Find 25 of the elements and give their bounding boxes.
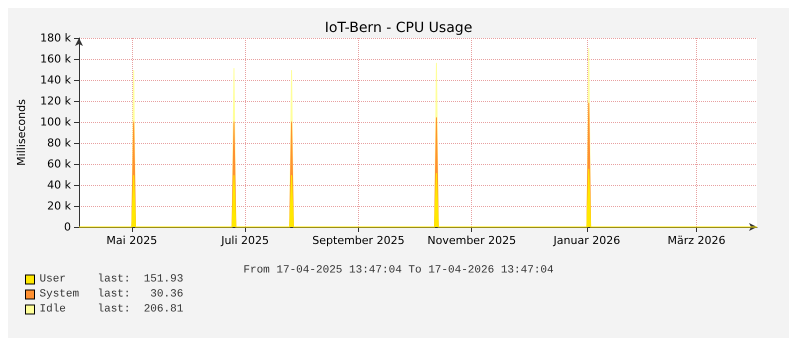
legend-label: Idle bbox=[40, 304, 66, 316]
y-tick-label: 140 k bbox=[40, 74, 72, 86]
x-tick-label: Juli 2025 bbox=[220, 234, 270, 247]
y-tick-label: 60 k bbox=[47, 158, 72, 170]
y-axis-title: Milliseconds bbox=[15, 98, 28, 166]
text: From 17-04-2025 13:47:04 To 17-04-2026 13:47:04 bbox=[243, 264, 554, 276]
text: last: 151.93 bbox=[98, 274, 184, 286]
text: last: 30.36 bbox=[98, 288, 184, 300]
chart-title: IoT-Bern - CPU Usage bbox=[324, 20, 472, 36]
text: last: 206.81 bbox=[98, 304, 184, 316]
legend-label: User bbox=[40, 274, 66, 286]
x-tick-label: September 2025 bbox=[312, 234, 405, 247]
legend-label: System bbox=[40, 288, 80, 300]
y-tick-label: 160 k bbox=[40, 52, 72, 66]
y-tick-label: 0 bbox=[64, 220, 71, 234]
y-tick-label: 40 k bbox=[47, 178, 72, 192]
x-tick-label: November 2025 bbox=[427, 234, 516, 247]
x-tick-label: Mai 2025 bbox=[106, 234, 158, 247]
x-tick-label: März 2026 bbox=[667, 234, 726, 247]
x-tick-label: Januar 2026 bbox=[552, 234, 620, 247]
y-tick-label: 180 k bbox=[40, 32, 72, 44]
y-tick-label: 80 k bbox=[47, 136, 72, 150]
y-tick-label: 120 k bbox=[40, 94, 72, 108]
y-tick-label: 100 k bbox=[40, 116, 72, 128]
y-tick-label: 20 k bbox=[47, 200, 72, 212]
